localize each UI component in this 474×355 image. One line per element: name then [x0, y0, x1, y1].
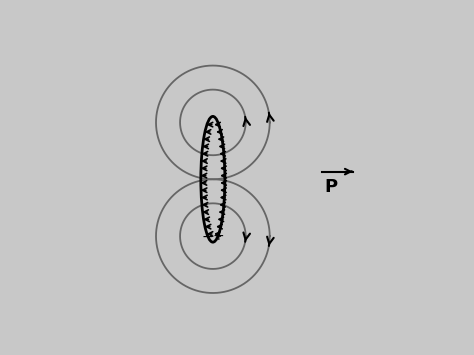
- Text: $-$: $-$: [201, 229, 213, 243]
- Text: $+$: $+$: [212, 229, 224, 243]
- Text: $\mathbf{P}$: $\mathbf{P}$: [324, 178, 338, 196]
